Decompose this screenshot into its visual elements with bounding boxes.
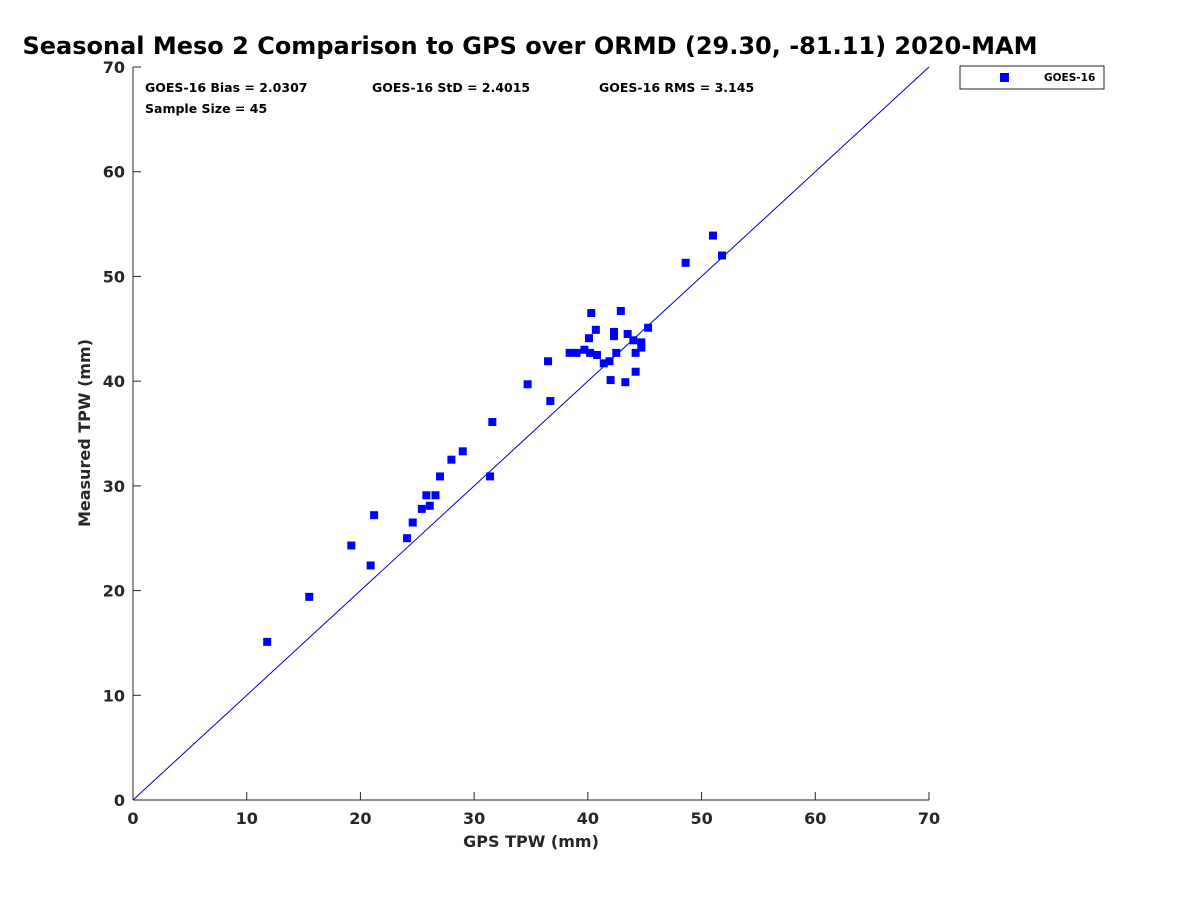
x-tick-label: 30 <box>463 809 485 828</box>
data-point <box>565 348 574 357</box>
data-point <box>631 348 640 357</box>
legend-square-marker-icon <box>1000 73 1009 82</box>
data-point <box>347 541 356 550</box>
data-point <box>610 327 619 336</box>
data-point <box>436 472 445 481</box>
data-point <box>708 231 717 240</box>
x-axis-ticks: 0 10 20 30 40 50 60 70 <box>127 792 940 828</box>
data-point <box>718 251 727 260</box>
data-point <box>546 397 555 406</box>
data-point <box>644 323 653 332</box>
data-point <box>599 359 608 368</box>
data-point <box>370 511 379 520</box>
y-tick-label: 10 <box>103 686 125 705</box>
x-tick-label: 70 <box>918 809 940 828</box>
bias-annotation: GOES-16 Bias = 2.0307 <box>145 80 307 95</box>
data-point <box>523 380 532 389</box>
x-tick-label: 50 <box>690 809 712 828</box>
data-point <box>587 309 596 318</box>
y-tick-label: 0 <box>114 791 125 810</box>
data-point <box>591 325 600 334</box>
one-to-one-reference-line <box>132 66 930 801</box>
data-point <box>584 334 593 343</box>
rms-annotation: GOES-16 RMS = 3.145 <box>599 80 754 95</box>
data-point <box>586 348 595 357</box>
data-point <box>458 447 467 456</box>
chart-title: Seasonal Meso 2 Comparison to GPS over O… <box>22 32 1037 60</box>
sample-size-annotation: Sample Size = 45 <box>145 101 267 116</box>
data-point <box>408 518 417 527</box>
data-point <box>580 345 589 354</box>
data-point <box>592 350 601 359</box>
data-point <box>637 338 646 347</box>
x-tick-label: 40 <box>577 809 599 828</box>
data-point <box>366 561 375 570</box>
std-annotation: GOES-16 StD = 2.4015 <box>372 80 530 95</box>
data-point <box>305 592 314 601</box>
data-point <box>544 357 553 366</box>
data-point <box>417 504 426 513</box>
y-axis-label: Measured TPW (mm) <box>75 339 94 527</box>
y-tick-label: 70 <box>103 58 125 77</box>
data-point <box>612 348 621 357</box>
y-tick-label: 50 <box>103 267 125 286</box>
x-tick-label: 0 <box>127 809 138 828</box>
legend-label-goes16: GOES-16 <box>1044 72 1095 84</box>
data-point <box>403 534 412 543</box>
data-point <box>431 491 440 500</box>
data-point <box>623 330 632 339</box>
data-point <box>447 455 456 464</box>
y-tick-label: 20 <box>103 582 125 601</box>
x-tick-label: 20 <box>349 809 371 828</box>
x-axis-label: GPS TPW (mm) <box>463 832 599 851</box>
y-tick-label: 60 <box>103 163 125 182</box>
data-point <box>681 258 690 267</box>
data-point <box>605 357 614 366</box>
data-point <box>631 367 640 376</box>
data-point <box>606 376 615 385</box>
data-point <box>425 501 434 510</box>
x-tick-label: 10 <box>236 809 258 828</box>
data-point <box>621 378 630 387</box>
data-point <box>610 332 619 341</box>
data-point <box>572 348 581 357</box>
data-point <box>629 336 638 345</box>
y-tick-label: 30 <box>103 477 125 496</box>
data-point <box>486 472 495 481</box>
data-point <box>488 417 497 426</box>
data-point <box>422 491 431 500</box>
legend: GOES-16 <box>959 65 1105 90</box>
y-axis-ticks: 0 10 20 30 40 50 60 70 <box>103 58 141 810</box>
legend-box <box>959 65 1105 90</box>
x-tick-label: 60 <box>804 809 826 828</box>
data-point <box>637 343 646 352</box>
data-point <box>616 306 625 315</box>
series-goes16-points <box>263 231 727 646</box>
y-tick-label: 40 <box>103 372 125 391</box>
data-point <box>263 637 272 646</box>
